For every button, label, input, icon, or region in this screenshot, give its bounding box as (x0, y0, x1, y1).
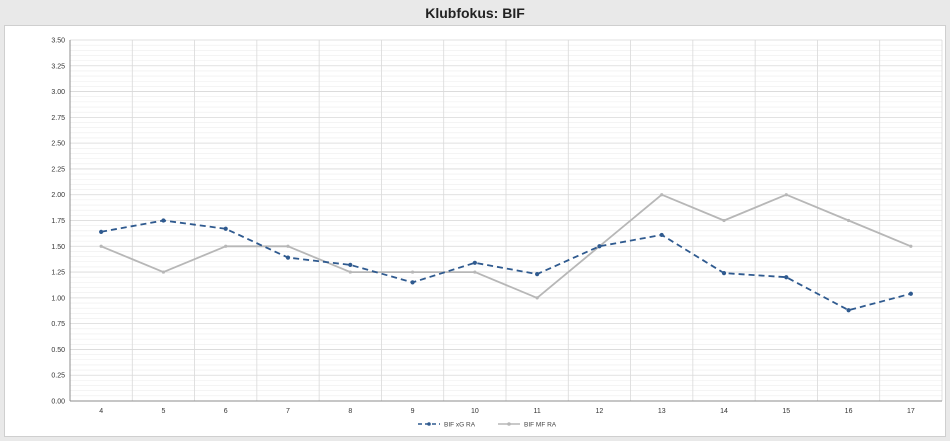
series-2-point (535, 296, 539, 300)
y-tick-label: 2.50 (51, 141, 65, 148)
series-2-point (846, 218, 851, 223)
y-tick-label: 3.25 (51, 63, 65, 70)
legend-label-1: BIF xG RA (444, 421, 476, 428)
y-tick-label: 1.50 (51, 244, 65, 251)
y-tick-label: 2.25 (51, 166, 65, 173)
chart-title: Klubfokus: BIF (425, 4, 525, 21)
series-2-point (909, 244, 913, 248)
series-1-point (784, 275, 789, 280)
x-tick-label: 17 (907, 408, 915, 415)
line-chart: 0.00 0.25 0.50 0.75 1.00 1.25 1.50 1.75 2.00 2.25… (51, 38, 943, 428)
legend-marker-1 (427, 422, 431, 426)
y-tick-label: 1.25 (51, 270, 65, 277)
series-2-point (410, 270, 415, 274)
y-tick-label: 1.00 (51, 295, 65, 302)
legend-label-2: BIF MF RA (524, 421, 557, 428)
series-1-point (908, 291, 913, 296)
series-2-point (286, 244, 290, 248)
series-1-point (721, 271, 727, 276)
series-1-point (597, 244, 602, 249)
series-line-2 (100, 193, 912, 299)
y-tick-label: 2.00 (51, 192, 65, 199)
series-1-point (410, 280, 415, 285)
series-1-point (223, 226, 228, 231)
series-1-point (161, 218, 166, 223)
series-1-point (659, 232, 664, 238)
x-tick-label: 12 (596, 408, 604, 415)
x-tick-label: 15 (782, 408, 790, 415)
x-tick-label: 7 (286, 408, 290, 415)
y-tick-label: 1.75 (51, 218, 65, 225)
x-tick-label: 6 (224, 408, 228, 415)
series-1-point (472, 260, 477, 265)
y-tick-label: 0.25 (51, 373, 65, 380)
y-tick-label: 0.50 (51, 347, 65, 354)
x-tick-label: 9 (411, 408, 415, 415)
series-1-point (348, 262, 353, 267)
x-tick-label: 4 (99, 408, 103, 415)
series-2-point (784, 193, 788, 197)
x-tick-label: 5 (161, 408, 165, 415)
series-2-point (224, 244, 228, 248)
y-tick-label: 3.00 (51, 89, 65, 96)
y-tick-label: 0.00 (51, 399, 65, 406)
series-1-point (99, 229, 104, 234)
series-2-point (161, 270, 166, 274)
series-2-point (99, 244, 103, 248)
legend-marker-2 (507, 422, 511, 426)
x-tick-label: 16 (845, 408, 853, 415)
series-2-point (348, 270, 352, 274)
series-1-point (535, 272, 540, 277)
chart-panel: 0.00 0.25 0.50 0.75 1.00 1.25 1.50 1.75 2.00 2.25… (4, 25, 946, 437)
series-1-point (846, 308, 851, 313)
x-tick-label: 14 (720, 408, 728, 415)
series-2-point (722, 218, 726, 223)
series-1-point (285, 255, 291, 260)
x-tick-label: 10 (471, 408, 479, 415)
x-tick-label: 13 (658, 408, 666, 415)
y-tick-label: 2.75 (51, 115, 65, 122)
x-tick-label: 11 (534, 408, 541, 415)
y-tick-label: 3.50 (51, 38, 65, 45)
x-tick-label: 8 (348, 408, 352, 415)
series-2-point (660, 193, 664, 197)
y-tick-label: 0.75 (51, 321, 65, 328)
series-2-point (473, 270, 477, 274)
